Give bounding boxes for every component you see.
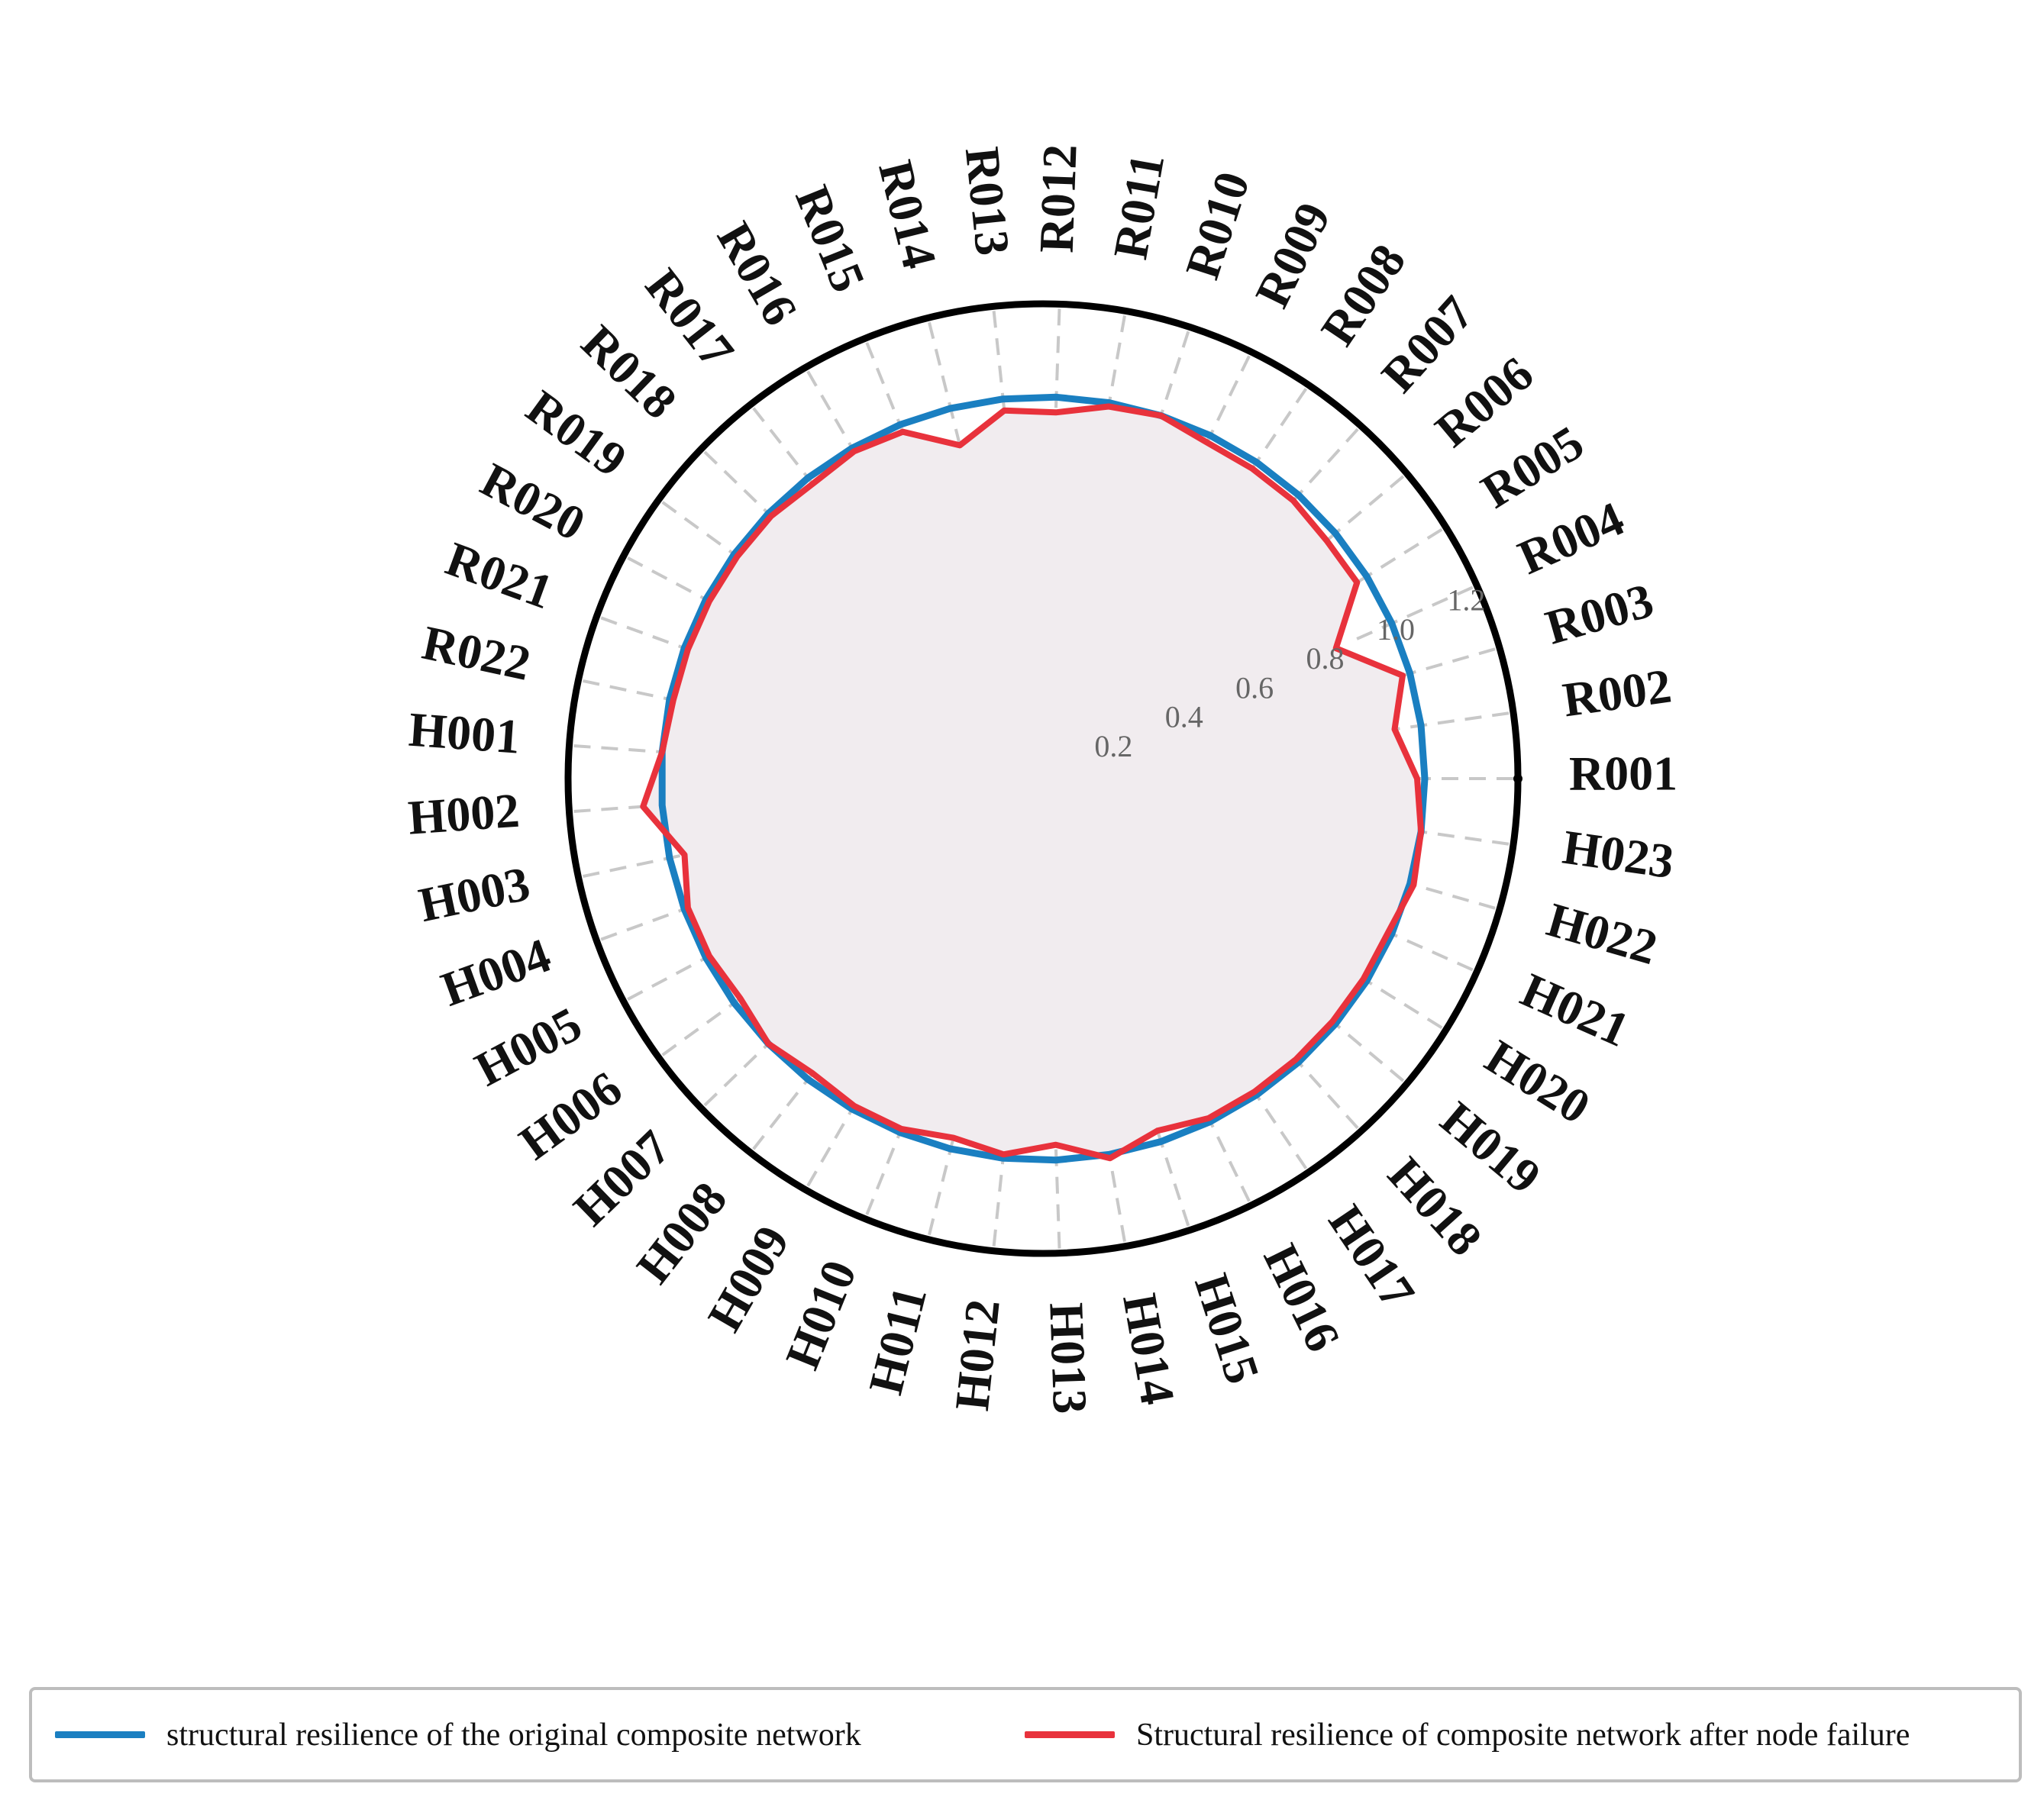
grid-spoke-H004 [596, 895, 721, 943]
category-label-H003: H003 [415, 856, 534, 932]
grid-spoke-R010 [1148, 326, 1192, 453]
category-label-H023: H023 [1559, 820, 1677, 889]
category-label-R012: R012 [1029, 144, 1087, 254]
category-label-R002: R002 [1559, 658, 1674, 727]
radial-tick-0.2: 0.2 [1094, 729, 1132, 763]
grid-spoke-R004 [1356, 584, 1478, 640]
series-fill-after-failure [643, 406, 1422, 1159]
grid-spoke-R002 [1383, 711, 1514, 733]
grid-spoke-R003 [1373, 646, 1500, 685]
grid-spoke-R016 [804, 366, 873, 482]
category-label-H016: H016 [1253, 1236, 1351, 1360]
grid-spoke-H022 [1373, 872, 1500, 911]
category-label-R004: R004 [1510, 491, 1632, 585]
grid-spoke-R009 [1192, 351, 1253, 471]
grid-spoke-R007 [1271, 424, 1362, 524]
grid-spoke-H003 [578, 848, 708, 879]
grid-spoke-H011 [926, 1111, 962, 1240]
grid-spoke-R020 [622, 554, 741, 619]
category-label-R021: R021 [439, 531, 560, 619]
series-line-original [658, 393, 1429, 1164]
radial-tick-0.6: 0.6 [1235, 670, 1274, 705]
category-label-H015: H015 [1184, 1267, 1271, 1390]
category-label-H010: H010 [775, 1253, 867, 1376]
radial-tick-1.0: 1.0 [1377, 612, 1415, 647]
grid-spoke-H006 [657, 979, 767, 1060]
grid-spoke-H007 [700, 1016, 797, 1110]
series-line-after-failure [640, 403, 1425, 1162]
legend-item-after-failure: Structural resilience of composite netwo… [1025, 1690, 1910, 1779]
grid-spoke-R019 [657, 498, 767, 579]
radar-outer-frame [564, 300, 1522, 1257]
legend: structural resilience of the original co… [29, 1687, 2022, 1782]
category-label-H022: H022 [1542, 892, 1664, 975]
legend-label-after-failure: Structural resilience of composite netwo… [1136, 1717, 1910, 1753]
category-label-H014: H014 [1112, 1289, 1185, 1408]
category-label-R003: R003 [1540, 573, 1659, 654]
grid-spoke-H009 [804, 1075, 873, 1191]
grid-spoke-H017 [1233, 1062, 1310, 1173]
grid-spoke-H005 [622, 938, 741, 1003]
radar-series [640, 393, 1523, 1164]
category-label-R022: R022 [418, 615, 535, 691]
grid-spoke-H013 [1053, 1121, 1061, 1253]
category-label-R001: R001 [1569, 747, 1678, 801]
category-label-H012: H012 [945, 1297, 1010, 1413]
grid-spoke-R018 [700, 447, 797, 541]
legend-swatch-original [55, 1731, 145, 1738]
grid-spoke-H008 [749, 1048, 833, 1154]
grid-spoke-R022 [578, 678, 708, 709]
category-label-R011: R011 [1103, 150, 1174, 263]
grid-spoke-R021 [596, 614, 721, 663]
grid-spoke-H014 [1101, 1116, 1127, 1247]
grid-spoke-R015 [864, 337, 916, 461]
category-label-H011: H011 [858, 1281, 937, 1399]
grid-spoke-H019 [1305, 998, 1408, 1085]
category-label-H001: H001 [407, 702, 521, 764]
category-label-H021: H021 [1513, 963, 1637, 1057]
legend-item-original: structural resilience of the original co… [55, 1690, 861, 1779]
grid-spoke-R013 [991, 306, 1009, 437]
grid-spoke-H018 [1271, 1033, 1362, 1133]
category-label-H013: H013 [1039, 1302, 1097, 1414]
radial-tick-1.2: 1.2 [1447, 583, 1485, 618]
grid-spoke-R005 [1333, 525, 1447, 598]
category-label-H004: H004 [434, 927, 557, 1017]
category-label-H002: H002 [406, 783, 521, 845]
category-label-R013: R013 [955, 144, 1020, 258]
grid-spoke-H010 [864, 1096, 916, 1220]
radial-tick-0.4: 0.4 [1165, 700, 1203, 734]
legend-label-original: structural resilience of the original co… [166, 1717, 861, 1753]
grid-spoke-H020 [1333, 959, 1447, 1032]
radial-tick-0.8: 0.8 [1306, 641, 1345, 676]
grid-spoke-H016 [1192, 1086, 1253, 1206]
grid-spoke-H015 [1148, 1105, 1192, 1231]
grid-spoke-R012 [1053, 304, 1061, 436]
category-label-R014: R014 [868, 155, 947, 273]
category-label-R020: R020 [473, 452, 594, 550]
grid-spoke-H002 [569, 801, 701, 814]
grid-spoke-R006 [1305, 472, 1408, 560]
radial-tick-labels: 0.2 0.4 0.6 0.8 1.0 1.2 [1094, 583, 1485, 763]
category-label-R015: R015 [785, 179, 876, 299]
grid-spoke-R008 [1233, 384, 1310, 495]
category-label-R009: R009 [1245, 194, 1341, 315]
category-label-R010: R010 [1175, 166, 1260, 285]
legend-swatch-after-failure [1025, 1731, 1115, 1738]
grid-spoke-R017 [749, 403, 833, 509]
grid-spoke-H021 [1356, 917, 1478, 973]
grid-spoke-R014 [926, 317, 962, 446]
grid-spoke-H012 [991, 1120, 1009, 1251]
grid-spoke-H023 [1383, 824, 1514, 847]
grid-spoke-R011 [1101, 311, 1127, 441]
grid-spoke-H001 [569, 743, 701, 756]
